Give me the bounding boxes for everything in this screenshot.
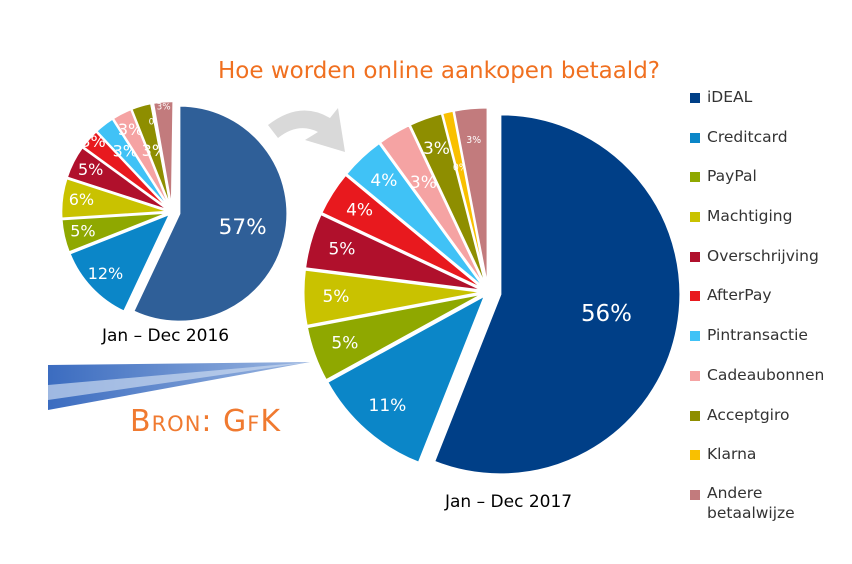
pie-1-label-4: 5%	[328, 240, 355, 260]
legend-swatch	[690, 132, 700, 143]
pie-1-label-3: 5%	[322, 287, 349, 307]
legend-item: Machtiging	[690, 207, 824, 247]
caption-2017: Jan – Dec 2017	[445, 492, 573, 512]
legend-item: Klarna	[690, 445, 824, 485]
pie-1-label-0: 56%	[581, 301, 632, 327]
legend-item: Overschrijving	[690, 247, 824, 287]
pie-1-label-2: 5%	[331, 334, 358, 354]
caption-2016: Jan – Dec 2016	[102, 326, 230, 346]
pie-0-slice-10	[151, 100, 175, 210]
pie-1-slice-5	[320, 173, 485, 291]
legend-label: Klarna	[707, 445, 757, 464]
legend-label: Andere betaalwijze	[707, 483, 795, 522]
legend-swatch	[690, 450, 700, 461]
legend-item: iDEAL	[690, 88, 824, 128]
arrow-icon	[268, 108, 345, 152]
legend-swatch	[690, 489, 700, 500]
legend-swatch	[690, 212, 700, 223]
pie-1-label-7: 3%	[410, 173, 437, 193]
pie-1-label-5: 4%	[346, 201, 373, 221]
legend-swatch	[690, 410, 700, 421]
legend-item: Pintransactie	[690, 326, 824, 366]
pie-1-slice-10	[452, 106, 489, 288]
pie-1-label-9: 0%	[453, 163, 468, 174]
legend-swatch	[690, 93, 700, 103]
pie-0-slice-1	[68, 211, 173, 313]
pie-1-label-6: 4%	[370, 171, 397, 191]
pie-0-label-0: 57%	[219, 215, 267, 240]
chart-title: Hoe worden online aankopen betaald?	[218, 58, 660, 84]
pie-0-label-9: 0%	[149, 118, 163, 128]
legend-item: PayPal	[690, 167, 824, 207]
legend-label: Machtiging	[707, 207, 793, 226]
legend-label: Creditcard	[707, 127, 788, 146]
pie-1-label-1: 11%	[369, 396, 407, 416]
legend: iDEAL Creditcard PayPal Machtiging Overschri…	[690, 88, 824, 525]
legend-label: Acceptgiro	[707, 405, 790, 424]
legend-item: Cadeaubonnen	[690, 366, 824, 406]
pie-1-slice-0	[432, 113, 682, 476]
pie-1-slice-2	[305, 292, 485, 382]
pie-1-slice-6	[344, 141, 486, 290]
pie-0-label-10: 3%	[157, 103, 171, 113]
pie-0-slice-0	[132, 104, 289, 323]
legend-item: Creditcard	[690, 128, 824, 168]
legend-swatch	[690, 251, 700, 262]
legend-item: AfterPay	[690, 286, 824, 326]
pie-1-label-8: 3%	[423, 139, 450, 159]
legend-label: AfterPay	[707, 286, 772, 305]
decorative-blue-wedge	[48, 362, 310, 410]
legend-swatch	[690, 370, 700, 381]
pie-0-label-2: 5%	[70, 221, 95, 240]
source-label: Bron: GfK	[130, 404, 282, 439]
pie-1-label-10: 3%	[466, 135, 481, 146]
legend-item: Andere betaalwijze	[690, 483, 824, 525]
pie-1-slice-3	[302, 268, 484, 328]
legend-label: PayPal	[707, 167, 757, 186]
legend-label: Overschrijving	[707, 246, 819, 265]
pie-0-label-3: 6%	[69, 190, 94, 209]
pie-0-label-4: 5%	[78, 160, 103, 179]
legend-item: Acceptgiro	[690, 406, 824, 446]
legend-swatch	[690, 172, 700, 183]
decorative-light-wedge	[48, 362, 310, 400]
legend-swatch	[690, 291, 700, 302]
pie-1-slice-1	[325, 293, 487, 465]
pie-0-label-5: 3%	[80, 132, 105, 151]
pie-0-label-1: 12%	[88, 264, 124, 283]
legend-swatch	[690, 331, 700, 342]
pie-1-slice-4	[303, 212, 485, 292]
legend-label: iDEAL	[707, 88, 753, 106]
legend-label: Cadeaubonnen	[707, 365, 825, 384]
legend-label: Pintransactie	[707, 326, 808, 345]
